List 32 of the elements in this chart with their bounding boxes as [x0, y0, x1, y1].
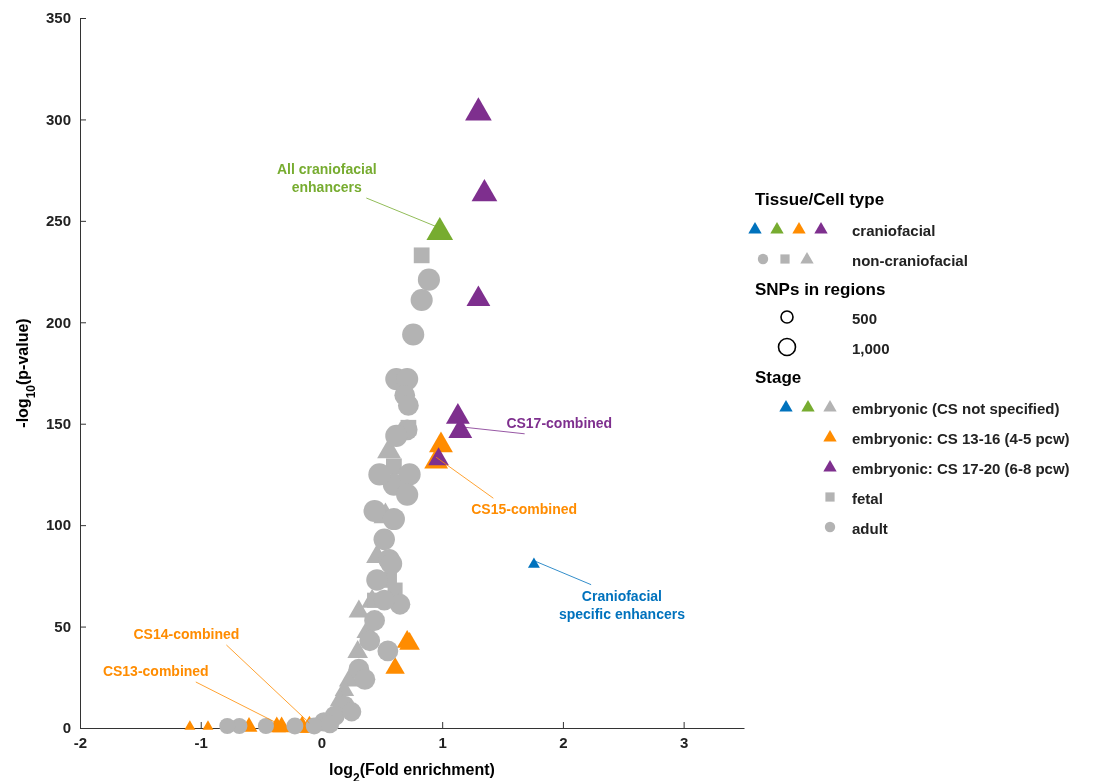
- annotation: CS14-combined: [133, 625, 240, 642]
- annotation: CS17-combined: [506, 414, 613, 431]
- y-tick-label: 0: [62, 719, 71, 737]
- legend-title: Tissue/Cell type: [755, 190, 885, 209]
- y-tick-label: 150: [45, 415, 71, 433]
- x-tick-label: -2: [73, 733, 88, 751]
- y-tick-label: 100: [45, 516, 71, 534]
- text: non-craniofacial: [852, 252, 968, 269]
- annotation: Craniofacial specific enhancers: [558, 587, 686, 622]
- legend-label: embryonic: CS 17-20 (6-8 pcw): [852, 460, 1070, 477]
- legend-label: 500: [852, 310, 878, 327]
- legend-label: embryonic: CS 13-16 (4-5 pcw): [852, 430, 1070, 447]
- legend-label: embryonic (CS not specified): [852, 400, 1060, 417]
- text: craniofacial: [852, 222, 936, 239]
- annotation: CS13-combined: [102, 662, 209, 679]
- x-tick-label: -1: [194, 733, 208, 751]
- y-tick-label: 50: [54, 617, 71, 635]
- legend-label: fetal: [852, 490, 883, 507]
- legend-label: 1,000: [852, 340, 890, 357]
- y-tick-label: 250: [45, 212, 71, 230]
- x-tick-label: 2: [559, 733, 568, 751]
- x-tick-label: 0: [317, 733, 327, 751]
- y-tick-label: 300: [45, 110, 71, 128]
- y-tick-label: 350: [45, 9, 71, 27]
- annotation: CS15-combined: [471, 501, 578, 518]
- x-tick-label: 3: [679, 733, 689, 751]
- text: SNPs in regions: [755, 280, 886, 299]
- y-tick-label: 200: [45, 313, 71, 331]
- legend-label: adult: [852, 520, 888, 537]
- x-tick-label: 1: [438, 733, 447, 751]
- text: Stage: [755, 368, 802, 387]
- annotation: All craniofacial enhancers: [276, 161, 377, 195]
